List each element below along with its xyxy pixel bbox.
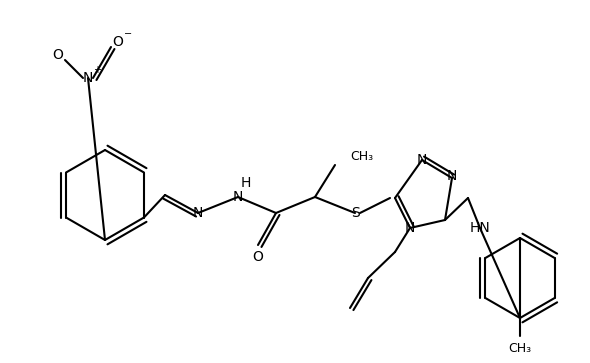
Text: S: S bbox=[350, 206, 359, 220]
Text: N: N bbox=[233, 190, 243, 204]
Text: +: + bbox=[93, 65, 101, 75]
Text: H: H bbox=[241, 176, 251, 190]
Text: N: N bbox=[447, 169, 457, 183]
Text: CH₃: CH₃ bbox=[350, 151, 373, 163]
Text: O: O bbox=[113, 35, 123, 49]
Text: HN: HN bbox=[470, 221, 490, 235]
Text: N: N bbox=[417, 153, 427, 167]
Text: CH₃: CH₃ bbox=[509, 342, 532, 355]
Text: N: N bbox=[83, 71, 93, 85]
Text: N: N bbox=[193, 206, 203, 220]
Text: −: − bbox=[124, 29, 132, 39]
Text: N: N bbox=[405, 221, 415, 235]
Text: O: O bbox=[53, 48, 64, 62]
Text: O: O bbox=[253, 250, 264, 264]
